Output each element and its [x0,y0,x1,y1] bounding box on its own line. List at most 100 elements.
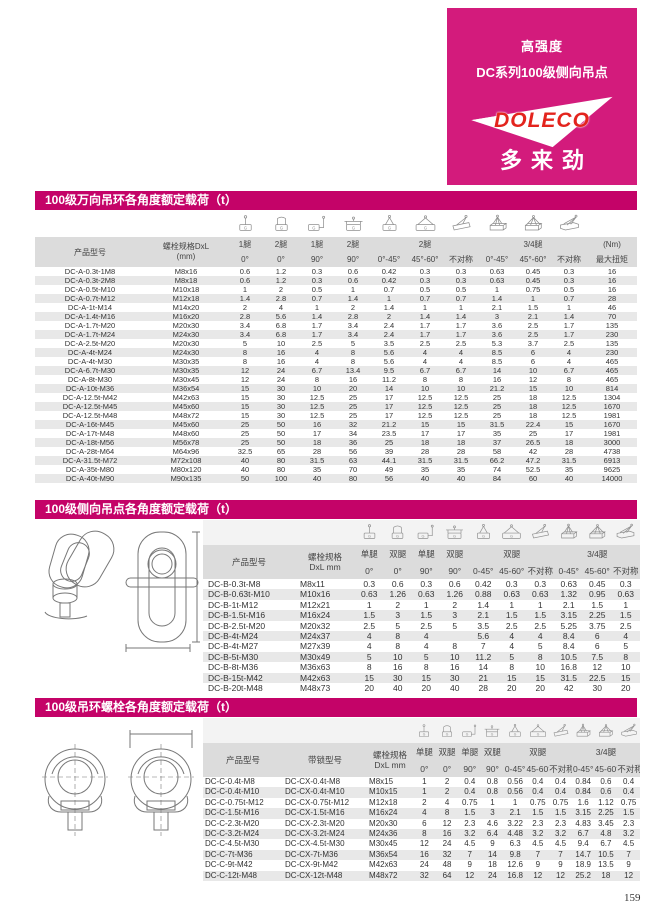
table-cell: 64 [442,870,452,880]
table-cell: 16.8 [560,662,578,673]
table-cell: 2.4 [383,321,395,330]
table-cell: 12 [465,870,475,880]
table-cell: 2.25 [598,808,614,818]
table-cell: 18 [528,411,538,420]
table-cell: 3.15 [575,808,591,818]
table-row: DC-A-16t-M45 M45x60 25 50 16 32 21.2 15 15 31.5 22… [35,420,637,429]
table-cell: 2.3 [554,818,567,828]
table-cell: 30 [276,411,286,420]
table-cell: M14x20 [172,303,200,312]
table-cell: 40 [420,474,430,483]
table-cell: 15 [621,672,631,683]
table-cell: 14 [478,662,488,673]
table-cell: 36 [348,438,358,447]
table-cell: 32 [442,849,452,859]
table-cell: 1.26 [446,589,464,600]
table-cell: 0.63 [417,589,435,600]
table-cell: 2.5 [527,321,539,330]
table-cell: 25 [240,420,250,429]
table-cell: 32 [348,420,358,429]
table-cell: 0.88 [474,589,492,600]
table-cell: 0.63 [617,589,635,600]
col-header-legs: 双腿 [440,545,469,562]
table-cell: 35 [456,465,466,474]
table-cell: 40 [240,465,250,474]
table-cell: 4.48 [507,829,523,839]
table-cell: 5 [423,651,429,662]
table-cell: 5 [537,641,543,652]
table-cell: 0.63 [360,589,378,600]
svg-text:G: G [396,534,399,538]
table-cell: 4 [623,631,629,642]
table-cell: 2.5 [420,620,433,631]
table-cell: 1 [494,285,500,294]
table-cell: 12.5 [417,411,433,420]
table-cell: 10.5 [560,651,578,662]
table-cell: 40 [450,683,460,694]
col-header-legs: 单腿 [355,545,384,562]
table-cell: 2 [452,599,458,610]
table-cell: M20x30 [172,339,200,348]
table-cell: 15 [240,411,250,420]
blank-cell [203,718,414,743]
table-cell: 4.8 [600,829,612,839]
table-cell: 12.5 [309,411,325,420]
table-cell: 6.7 [577,829,589,839]
table-row: DC-C-0.4t-M10 DC-CX-0.4t-M10 M10x15 1 2 0.4 0.… [203,787,640,798]
table-cell: 8 [242,357,248,366]
table-cell: 3 [494,312,500,321]
col-header-angle: 不对称 [617,760,640,777]
table-cell: M36x54 [369,849,398,859]
table-cell: 2 [444,787,450,797]
table-cell: 15 [420,420,430,429]
sling-1leg-0deg-icon: G [355,520,384,545]
sling-1leg-90deg-icon: G [412,520,441,545]
table-cell: M8x11 [300,579,325,589]
table-cell: 2.3 [464,818,476,828]
table-cell: 7 [626,849,631,859]
table-cell: 1.2 [275,276,287,285]
table-cell: M30x49 [300,651,331,662]
table-cell: 0.56 [507,787,523,797]
table-cell: 1 [422,303,428,312]
table-cell: 1 [530,294,536,303]
table-cell: 0.45 [525,276,541,285]
col-header-angle: 0° [383,562,412,579]
table-cell: 1.5 [464,808,476,818]
table-cell: 14000 [601,474,623,483]
table-cell: M48x73 [300,683,331,694]
table-cell: 0.4 [554,787,567,797]
table-cell: 18 [601,870,611,880]
table-cell: 3.5 [477,620,490,631]
sling-2leg-asym-icon [443,212,479,237]
table-cell: 1.7 [419,321,431,330]
table-cell: 15 [240,402,250,411]
col-group-2leg: 双腿 [503,743,572,760]
table-cell: 24 [419,860,429,870]
table-cell: 18 [487,860,497,870]
table-cell: M36x63 [300,662,331,673]
svg-text:G: G [387,225,390,230]
table-cell: 2 [242,303,248,312]
table-cell: 0.63 [531,589,549,600]
table-cell: DC-B-5t-M30 [208,651,259,662]
table-cell: 4 [366,631,372,642]
table-cell: 4.83 [575,818,591,828]
logo-wordmark: DOLECO [494,109,590,132]
table-cell: 15 [456,420,466,429]
table-cell: 20 [348,384,358,393]
table-row: DC-B-1t-M12 M12x21 1 2 1 2 1.4 1 1 2.1 1.5 1 [203,599,640,611]
table-cell: 16 [348,375,358,384]
table-cell: 25 [384,438,394,447]
table-cell: 465 [605,357,619,366]
table-cell: 0.84 [575,777,591,786]
table-cell: 4 [422,348,428,357]
table-row: DC-A-0.3t-1M8 M8x16 0.6 1.2 0.3 0.6 0.42 0.3 0.3… [35,267,637,276]
col-header-angle: 0° [263,252,299,267]
table-cell: 25 [492,393,502,402]
banner-line1: 高强度 [520,39,563,54]
table-cell: 17 [420,429,430,438]
table-cell: 1981 [603,429,621,438]
table-cell: DC-B-8t-M36 [208,662,259,673]
table-row: DC-C-0.4t-M8 DC-CX-0.4t-M8 M8x15 1 2 0.4 0.8 0.… [203,777,640,788]
